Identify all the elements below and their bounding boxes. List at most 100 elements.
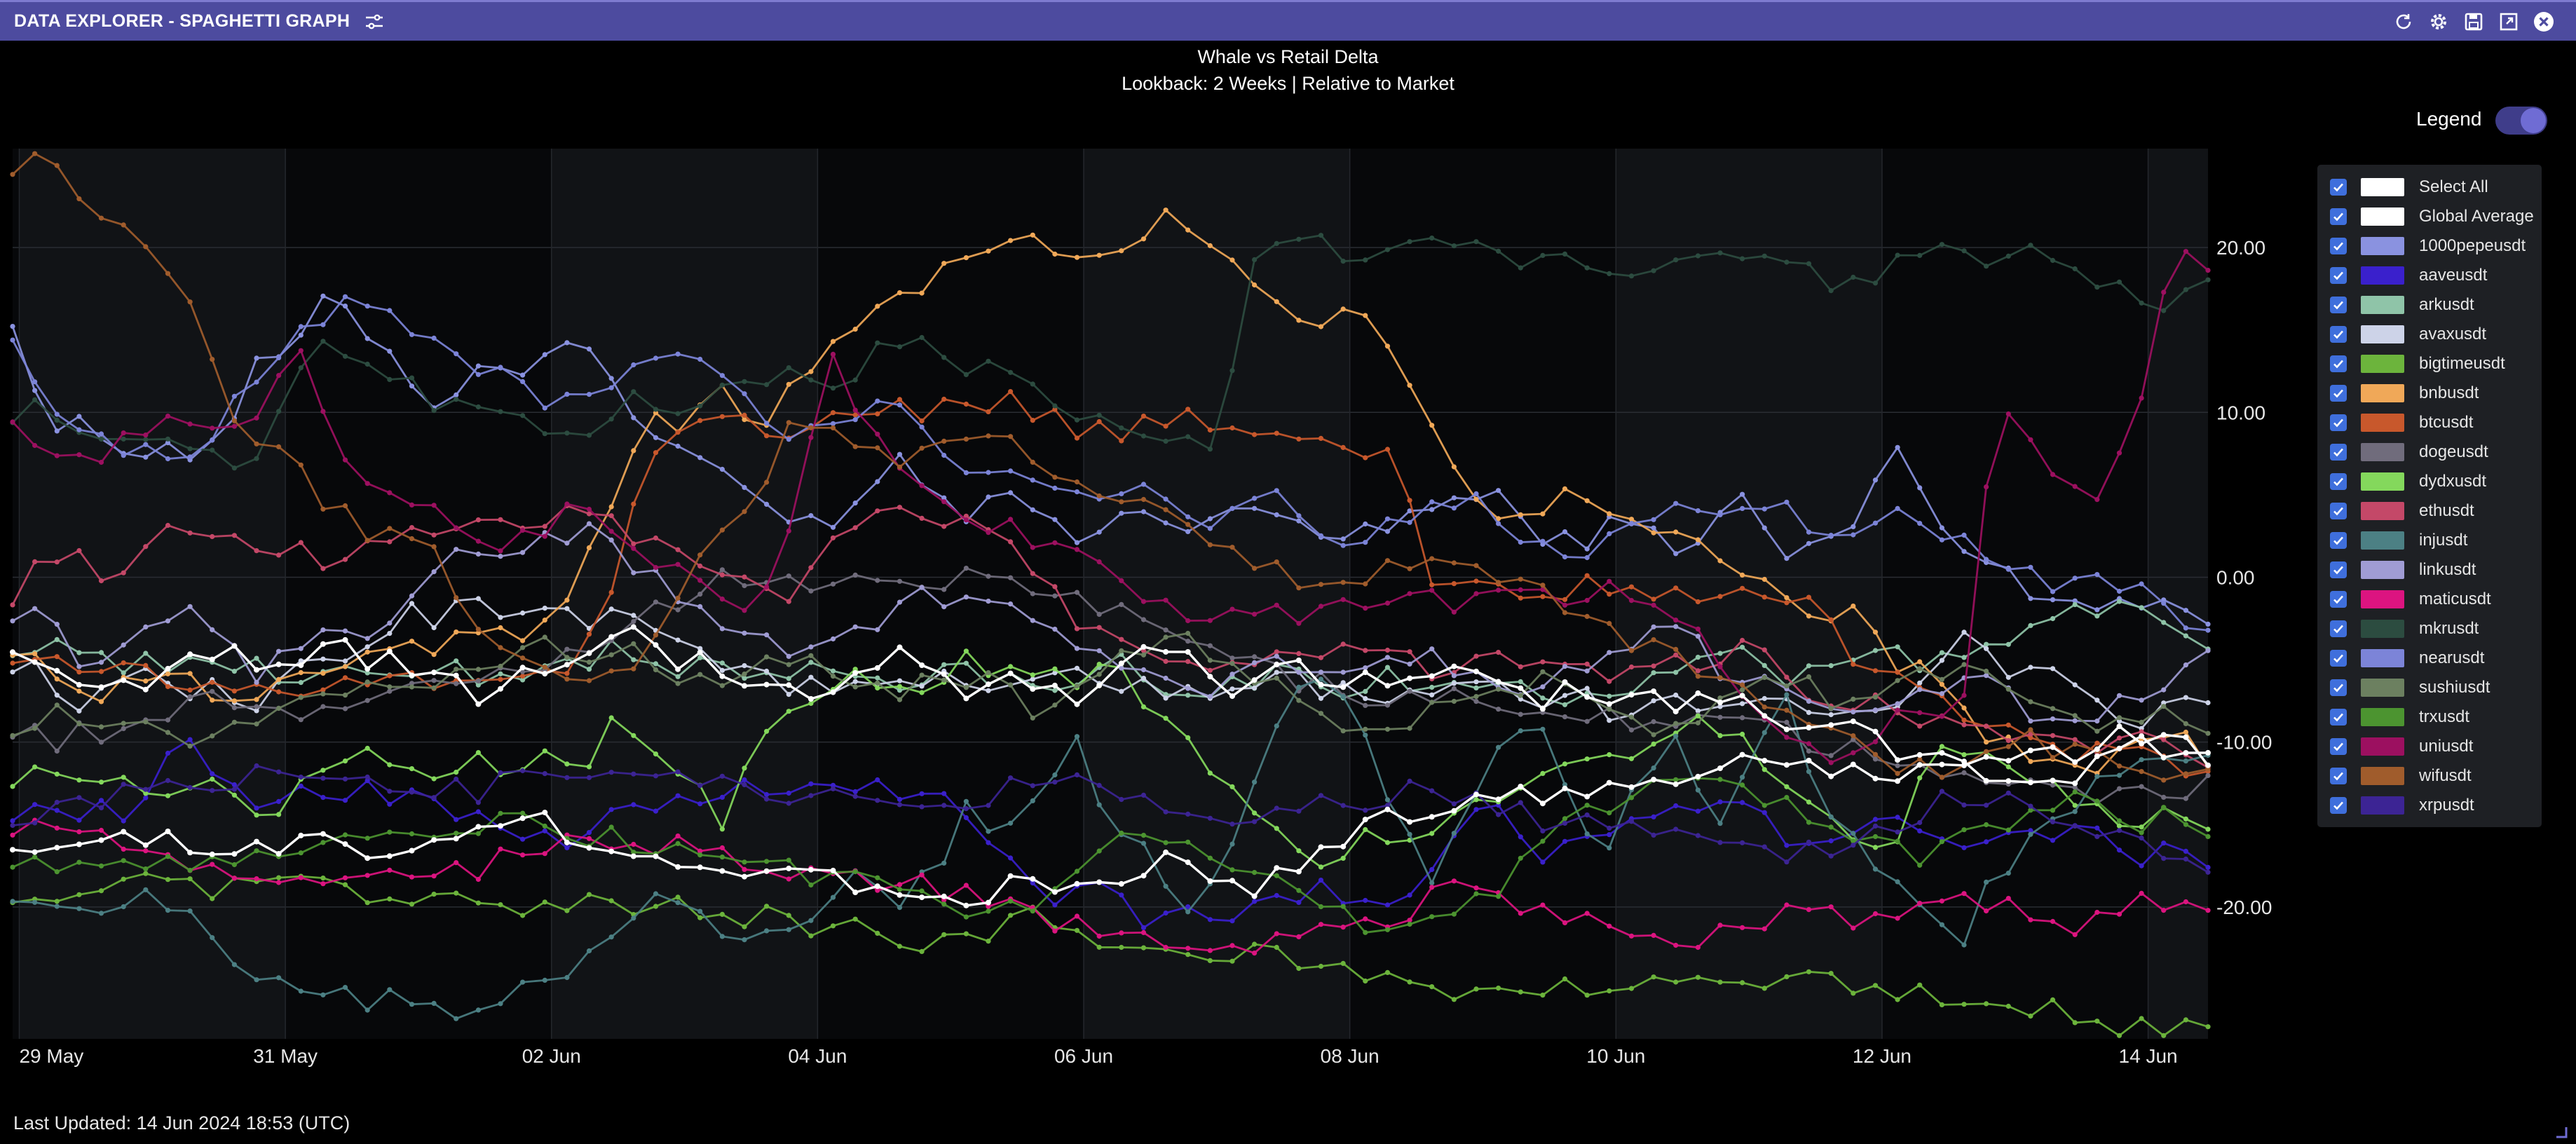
- data-point: [586, 845, 592, 851]
- data-point: [763, 868, 770, 874]
- legend-checkbox[interactable]: [2330, 385, 2347, 402]
- data-point: [1607, 825, 1612, 831]
- data-point: [941, 355, 947, 360]
- data-point: [941, 261, 947, 266]
- legend-checkbox[interactable]: [2330, 326, 2347, 343]
- legend-checkbox[interactable]: [2330, 738, 2347, 755]
- data-point: [719, 683, 725, 688]
- legend-swatch: [2361, 414, 2404, 432]
- legend-item[interactable]: arkusdt: [2330, 292, 2474, 318]
- legend-item[interactable]: xrpusdt: [2330, 793, 2474, 818]
- data-point: [808, 781, 814, 786]
- data-point: [1717, 765, 1723, 771]
- legend-item[interactable]: sushiusdt: [2330, 675, 2490, 700]
- data-point: [1429, 646, 1435, 652]
- legend-checkbox[interactable]: [2330, 709, 2347, 726]
- legend-checkbox[interactable]: [2330, 444, 2347, 461]
- y-tick-label: 20.00: [2216, 237, 2265, 259]
- legend-checkbox[interactable]: [2330, 620, 2347, 637]
- data-point: [2005, 790, 2011, 796]
- data-point: [1163, 944, 1168, 951]
- data-point: [210, 776, 215, 782]
- data-point: [608, 848, 615, 854]
- legend-item[interactable]: Select All: [2330, 175, 2488, 200]
- data-point: [852, 789, 858, 794]
- data-point: [1628, 584, 1635, 590]
- data-point: [1939, 789, 1944, 794]
- gear-icon[interactable]: [2426, 9, 2451, 34]
- legend-checkbox[interactable]: [2330, 414, 2347, 431]
- legend-checkbox[interactable]: [2330, 179, 2347, 196]
- close-icon[interactable]: [2531, 9, 2556, 34]
- legend-checkbox[interactable]: [2330, 797, 2347, 814]
- data-point: [520, 669, 526, 674]
- legend-checkbox[interactable]: [2330, 473, 2347, 490]
- legend-item[interactable]: wifusdt: [2330, 763, 2472, 789]
- data-point: [98, 863, 104, 869]
- data-point: [653, 565, 659, 571]
- data-point: [1540, 770, 1546, 776]
- data-point: [1984, 879, 1989, 885]
- x-tick-label: 31 May: [253, 1045, 318, 1067]
- data-point: [1096, 252, 1102, 258]
- legend-checkbox[interactable]: [2330, 208, 2347, 225]
- legend-checkbox[interactable]: [2330, 238, 2347, 254]
- legend-checkbox[interactable]: [2330, 503, 2347, 519]
- legend-item[interactable]: btcusdt: [2330, 410, 2473, 435]
- legend-item[interactable]: bnbusdt: [2330, 381, 2479, 406]
- data-point: [1917, 819, 1923, 826]
- data-point: [807, 866, 814, 873]
- legend-item[interactable]: 1000pepeusdt: [2330, 233, 2526, 259]
- legend-item[interactable]: dydxusdt: [2330, 469, 2486, 494]
- data-point: [1872, 728, 1879, 735]
- data-point: [2205, 869, 2211, 875]
- legend-item[interactable]: ethusdt: [2330, 498, 2474, 524]
- legend-checkbox[interactable]: [2330, 355, 2347, 372]
- legend-item[interactable]: nearusdt: [2330, 646, 2484, 671]
- data-point: [1628, 598, 1635, 604]
- legend-item[interactable]: maticusdt: [2330, 587, 2491, 612]
- expand-icon[interactable]: [2496, 9, 2521, 34]
- data-point: [298, 662, 304, 668]
- resize-handle-icon[interactable]: [2555, 1126, 2568, 1138]
- tune-icon[interactable]: [362, 10, 386, 34]
- legend-toggle-knob: [2521, 108, 2546, 133]
- data-point: [1984, 668, 1989, 674]
- data-point: [1984, 803, 1989, 808]
- save-icon[interactable]: [2461, 9, 2486, 34]
- legend-checkbox[interactable]: [2330, 679, 2347, 696]
- data-point: [1673, 669, 1679, 675]
- data-point: [1872, 629, 1879, 635]
- data-point: [1784, 795, 1790, 801]
- legend-checkbox[interactable]: [2330, 297, 2347, 313]
- legend-checkbox[interactable]: [2330, 591, 2347, 608]
- legend-checkbox[interactable]: [2330, 768, 2347, 784]
- data-point: [852, 670, 859, 676]
- data-point: [1939, 676, 1944, 682]
- data-point: [897, 451, 903, 457]
- legend-checkbox[interactable]: [2330, 561, 2347, 578]
- legend-item[interactable]: trxusdt: [2330, 704, 2469, 730]
- legend-swatch: [2361, 472, 2404, 491]
- data-point: [409, 901, 415, 907]
- legend-item[interactable]: uniusdt: [2330, 734, 2473, 759]
- legend-item[interactable]: aaveusdt: [2330, 263, 2487, 288]
- legend-checkbox[interactable]: [2330, 267, 2347, 284]
- legend-toggle[interactable]: [2495, 107, 2547, 135]
- legend-item[interactable]: mkrusdt: [2330, 616, 2479, 641]
- legend-checkbox[interactable]: [2330, 532, 2347, 549]
- refresh-icon[interactable]: [2391, 9, 2416, 34]
- legend-item[interactable]: Global Average: [2330, 204, 2534, 229]
- legend-item[interactable]: injusdt: [2330, 528, 2467, 553]
- data-point: [875, 340, 880, 346]
- legend-checkbox[interactable]: [2330, 650, 2347, 667]
- data-point: [1961, 705, 1967, 711]
- legend-item[interactable]: bigtimeusdt: [2330, 351, 2505, 376]
- data-point: [320, 656, 326, 662]
- data-point: [786, 662, 791, 667]
- legend-item[interactable]: avaxusdt: [2330, 322, 2486, 347]
- legend-item[interactable]: linkusdt: [2330, 557, 2476, 583]
- legend-item[interactable]: dogeusdt: [2330, 440, 2488, 465]
- data-point: [498, 823, 503, 829]
- data-point: [409, 766, 415, 772]
